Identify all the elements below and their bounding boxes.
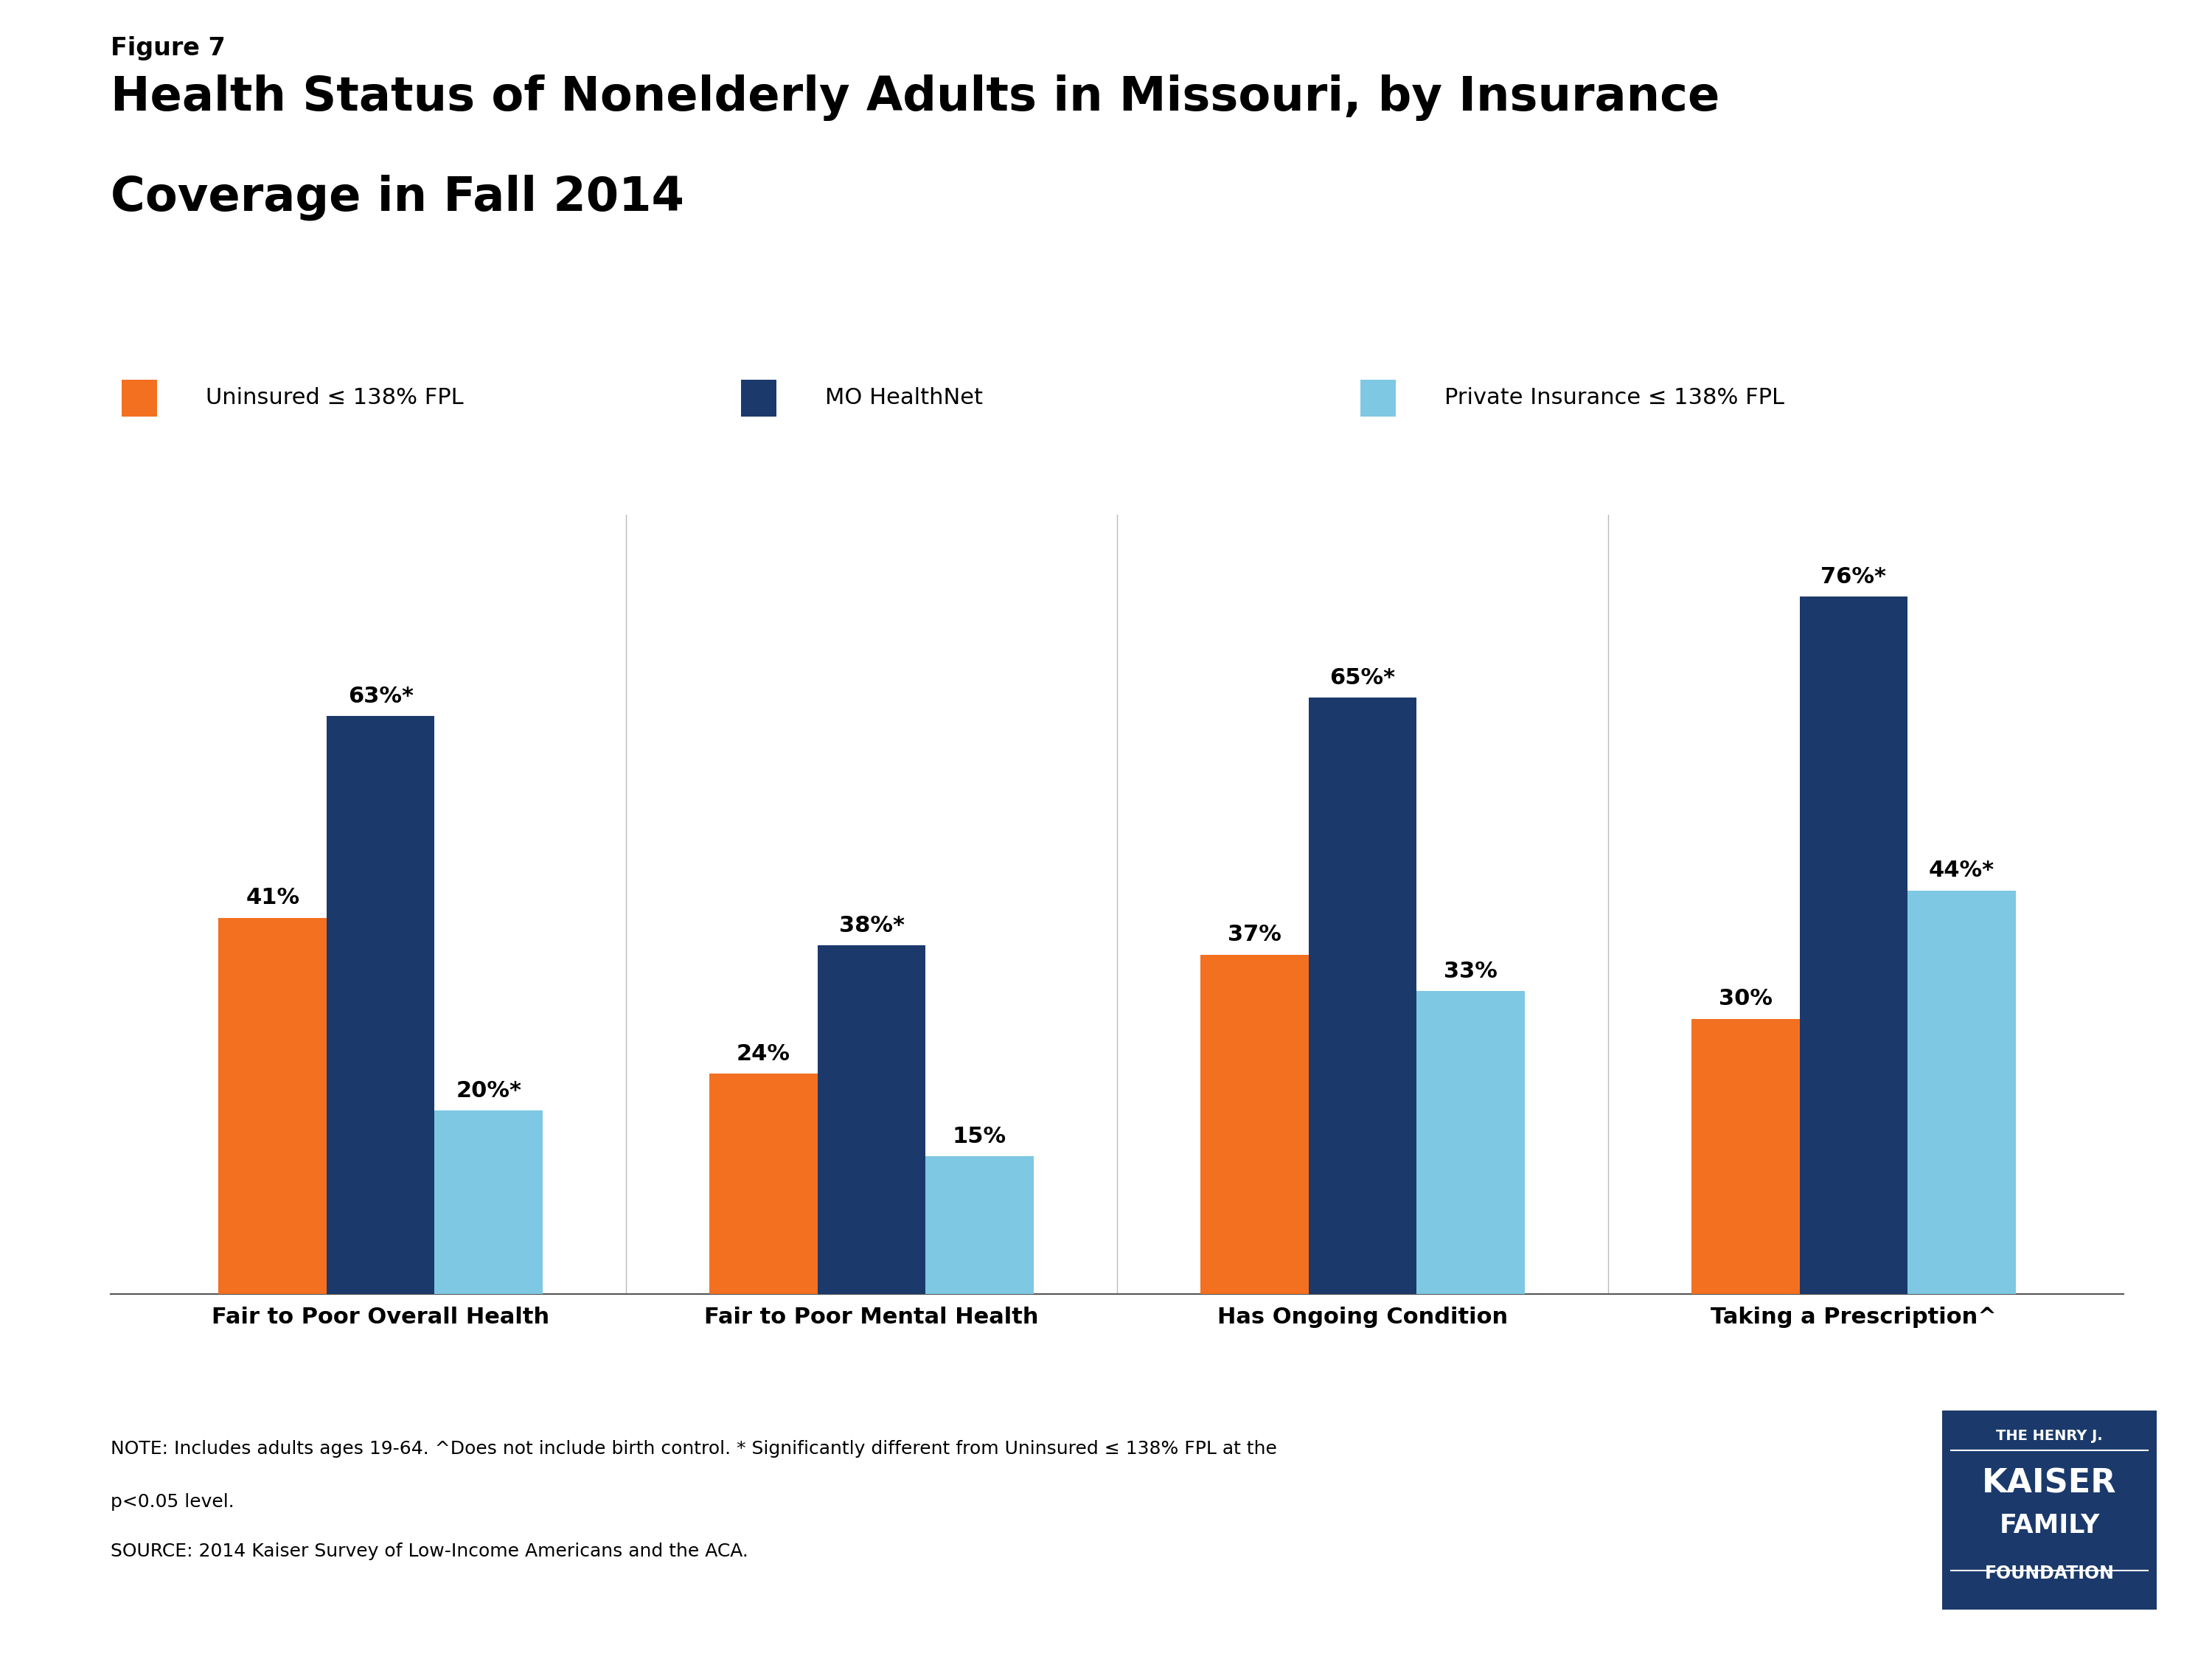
Text: Private Insurance ≤ 138% FPL: Private Insurance ≤ 138% FPL xyxy=(1444,388,1785,408)
Text: MO HealthNet: MO HealthNet xyxy=(825,388,982,408)
Bar xyxy=(1201,954,1310,1294)
Bar xyxy=(925,1156,1033,1294)
Text: FOUNDATION: FOUNDATION xyxy=(1984,1564,2115,1583)
Text: FAMILY: FAMILY xyxy=(2000,1513,2099,1538)
Text: 63%*: 63%* xyxy=(347,685,414,707)
Text: 38%*: 38%* xyxy=(838,914,905,936)
Bar xyxy=(818,946,925,1294)
Bar xyxy=(1692,1019,1801,1294)
Text: Coverage in Fall 2014: Coverage in Fall 2014 xyxy=(111,174,684,221)
Text: 44%*: 44%* xyxy=(1929,859,1995,881)
Bar xyxy=(1907,891,2015,1294)
Text: Uninsured ≤ 138% FPL: Uninsured ≤ 138% FPL xyxy=(206,388,465,408)
Text: 76%*: 76%* xyxy=(1820,566,1887,587)
Text: Health Status of Nonelderly Adults in Missouri, by Insurance: Health Status of Nonelderly Adults in Mi… xyxy=(111,75,1719,121)
Bar xyxy=(1310,698,1416,1294)
Bar xyxy=(1416,992,1524,1294)
Text: 15%: 15% xyxy=(953,1126,1006,1148)
Text: 24%: 24% xyxy=(737,1044,790,1065)
Bar xyxy=(327,717,434,1294)
Bar xyxy=(1801,597,1907,1294)
Text: 30%: 30% xyxy=(1719,989,1772,1010)
Text: KAISER: KAISER xyxy=(1982,1468,2117,1500)
Text: 65%*: 65%* xyxy=(1329,667,1396,688)
Bar xyxy=(710,1073,818,1294)
Text: SOURCE: 2014 Kaiser Survey of Low-Income Americans and the ACA.: SOURCE: 2014 Kaiser Survey of Low-Income… xyxy=(111,1543,748,1561)
Bar xyxy=(434,1110,542,1294)
Text: THE HENRY J.: THE HENRY J. xyxy=(1995,1428,2104,1443)
Bar xyxy=(219,917,327,1294)
Text: 20%*: 20%* xyxy=(456,1080,522,1102)
Text: 33%: 33% xyxy=(1444,961,1498,982)
Text: Figure 7: Figure 7 xyxy=(111,36,226,61)
Text: NOTE: Includes adults ages 19-64. ^Does not include birth control. * Significant: NOTE: Includes adults ages 19-64. ^Does … xyxy=(111,1440,1276,1458)
Text: p<0.05 level.: p<0.05 level. xyxy=(111,1493,234,1511)
Text: 41%: 41% xyxy=(246,888,299,909)
Text: 37%: 37% xyxy=(1228,924,1281,946)
